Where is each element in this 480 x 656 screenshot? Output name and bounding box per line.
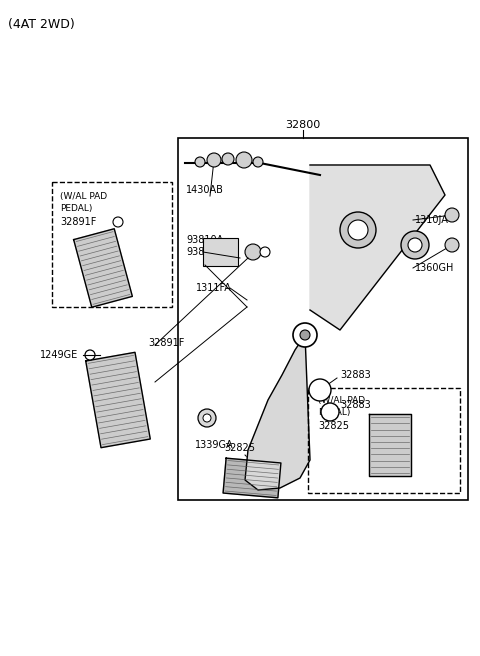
Circle shape: [195, 157, 205, 167]
Circle shape: [445, 238, 459, 252]
Circle shape: [207, 153, 221, 167]
Text: 1339GA: 1339GA: [195, 440, 234, 450]
Polygon shape: [86, 352, 150, 447]
Text: 1249GE: 1249GE: [40, 350, 78, 360]
Circle shape: [253, 157, 263, 167]
Text: (W/AL PAD: (W/AL PAD: [60, 192, 107, 201]
Circle shape: [340, 212, 376, 248]
Circle shape: [401, 231, 429, 259]
Circle shape: [85, 350, 95, 360]
Text: 93810B: 93810B: [186, 247, 223, 257]
Polygon shape: [310, 165, 445, 330]
Polygon shape: [73, 229, 132, 307]
Text: 32883: 32883: [340, 400, 371, 410]
Circle shape: [408, 238, 422, 252]
Text: 32825: 32825: [224, 443, 255, 453]
Circle shape: [203, 414, 211, 422]
Text: 32891F: 32891F: [60, 217, 96, 227]
Text: (4AT 2WD): (4AT 2WD): [8, 18, 75, 31]
Circle shape: [245, 244, 261, 260]
Circle shape: [113, 217, 123, 227]
Text: PEDAL): PEDAL): [318, 408, 350, 417]
Text: 1430AB: 1430AB: [186, 185, 224, 195]
Bar: [203, 238, 238, 266]
Circle shape: [198, 409, 216, 427]
Polygon shape: [245, 335, 310, 490]
Text: 32800: 32800: [285, 120, 320, 130]
Circle shape: [321, 403, 339, 421]
Text: 32883: 32883: [340, 370, 371, 380]
Circle shape: [260, 247, 270, 257]
Circle shape: [348, 220, 368, 240]
Circle shape: [293, 323, 317, 347]
Text: 32891F: 32891F: [148, 338, 184, 348]
Circle shape: [236, 152, 252, 168]
Text: 1311FA: 1311FA: [196, 283, 232, 293]
Text: 93810A: 93810A: [186, 235, 223, 245]
Polygon shape: [369, 414, 411, 476]
Circle shape: [222, 153, 234, 165]
Text: (W/AL PAD: (W/AL PAD: [318, 396, 365, 405]
Bar: [308, 388, 460, 493]
Circle shape: [309, 379, 331, 401]
Text: 1360GH: 1360GH: [415, 263, 455, 273]
Text: 1310JA: 1310JA: [415, 215, 449, 225]
Circle shape: [300, 330, 310, 340]
Bar: [178, 138, 468, 500]
Bar: [52, 182, 172, 307]
Circle shape: [445, 208, 459, 222]
Polygon shape: [223, 458, 281, 498]
Text: 32825: 32825: [318, 421, 349, 431]
Text: PEDAL): PEDAL): [60, 204, 92, 213]
